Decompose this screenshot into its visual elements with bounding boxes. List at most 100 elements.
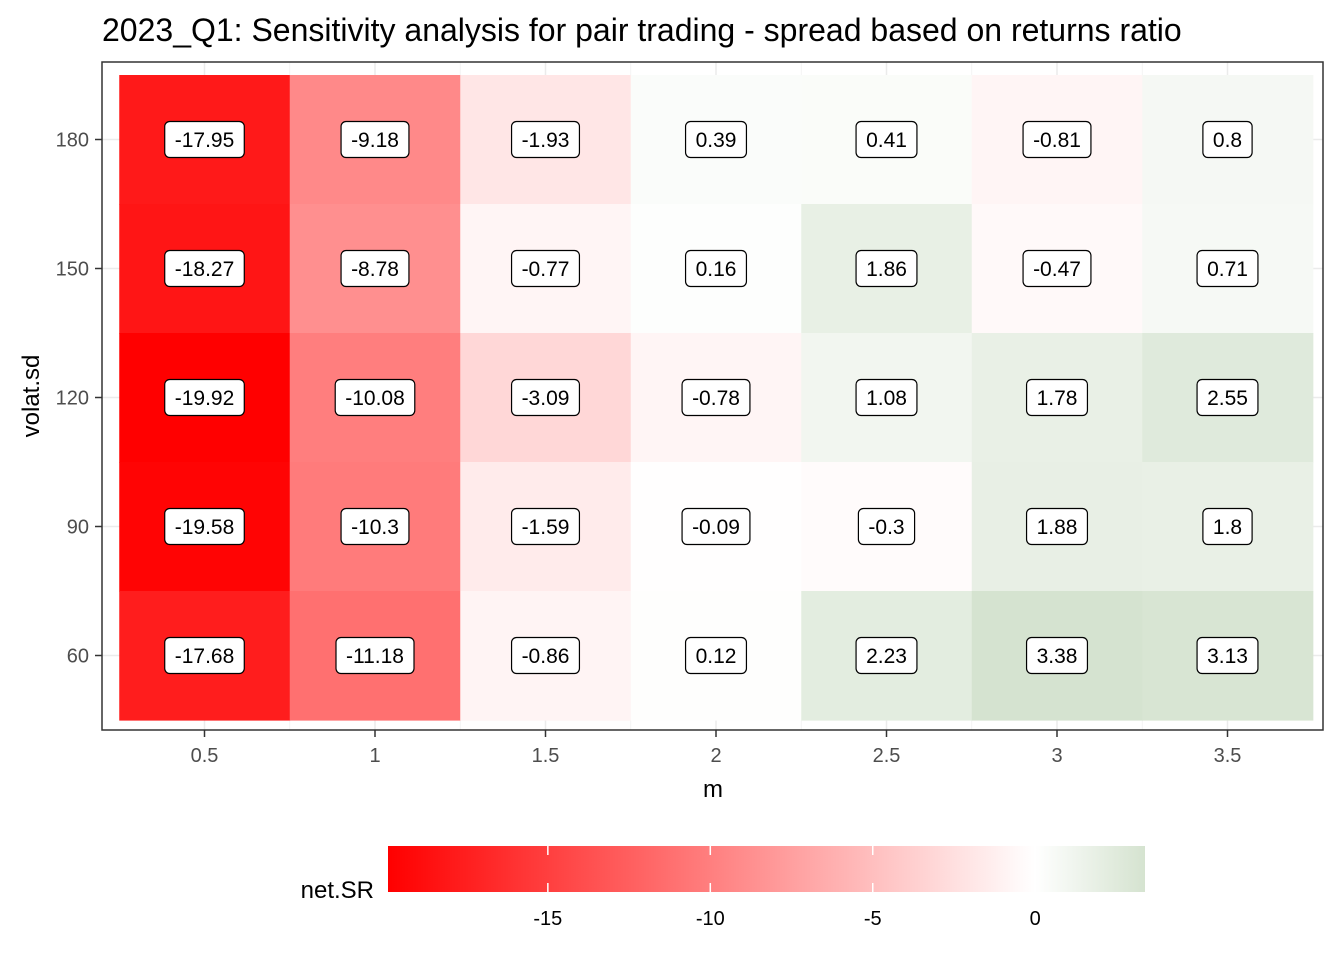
cell-labels: -17.95 -9.18 -1.93 0.39 0.41 -0.81 0.8 -18.27 -8… xyxy=(164,120,1259,675)
legend-colorbar xyxy=(388,846,1145,892)
x-axis-title: m xyxy=(703,776,723,803)
label-box xyxy=(681,378,751,417)
cell-label-box: 0.12 xyxy=(684,636,748,675)
y-tick-label: 120 xyxy=(56,388,89,410)
cell-label-box: -10.08 xyxy=(334,378,416,417)
label-box xyxy=(340,120,410,159)
label-box xyxy=(1025,507,1089,546)
x-tick-label: 0.5 xyxy=(191,745,219,767)
cell-value-label: -11.18 xyxy=(346,645,404,668)
cell-label-box: 3.13 xyxy=(1196,636,1259,675)
cell-label-box: -19.58 xyxy=(164,507,245,546)
label-box xyxy=(510,249,581,288)
y-tick-label: 150 xyxy=(56,259,89,281)
y-tick-label: 60 xyxy=(67,646,89,668)
x-tick-label: 1.5 xyxy=(532,745,560,767)
cell-label-box: -9.18 xyxy=(340,120,410,159)
x-axis-ticks: 0.5 1 1.5 2 2.5 3 3.5 xyxy=(191,730,1242,767)
label-box xyxy=(164,378,245,417)
cell-value-label: -10.3 xyxy=(351,516,399,539)
cell-label-box: 2.23 xyxy=(855,636,918,675)
label-box xyxy=(510,378,581,417)
label-box xyxy=(335,636,415,675)
label-box xyxy=(340,507,410,546)
cell-value-label: 2.23 xyxy=(866,645,907,668)
cell-label-box: -18.27 xyxy=(164,249,245,288)
cell-value-label: -19.58 xyxy=(175,516,235,539)
cell-value-label: -18.27 xyxy=(175,258,235,281)
label-box xyxy=(1022,249,1092,288)
cell-value-label: 1.86 xyxy=(866,258,907,281)
label-box xyxy=(684,120,748,159)
cell-label-box: 0.71 xyxy=(1196,249,1259,288)
cell-value-label: -3.09 xyxy=(522,387,570,410)
cell-label-box: 0.16 xyxy=(684,249,748,288)
cell-label-box: -17.95 xyxy=(164,120,245,159)
cell-label-box: -0.81 xyxy=(1022,120,1092,159)
cell-value-label: 0.8 xyxy=(1213,129,1242,152)
cell-label-box: -0.77 xyxy=(510,249,581,288)
cell-label-box: 0.8 xyxy=(1202,120,1253,159)
cell-label-box: -1.93 xyxy=(510,120,581,159)
label-box xyxy=(855,120,918,159)
label-box xyxy=(334,378,416,417)
cell-value-label: -1.93 xyxy=(522,129,570,152)
legend-title: net.SR xyxy=(301,877,374,904)
legend-tick-label: -10 xyxy=(696,908,725,930)
cell-value-label: 3.38 xyxy=(1037,645,1078,668)
label-box xyxy=(164,120,245,159)
cell-label-box: -17.68 xyxy=(164,636,245,675)
cell-value-label: -0.09 xyxy=(692,516,740,539)
cell-value-label: 2.55 xyxy=(1207,387,1248,410)
cell-value-label: 0.12 xyxy=(696,645,737,668)
label-box xyxy=(1202,507,1253,546)
label-box xyxy=(340,249,410,288)
cell-label-box: -1.59 xyxy=(510,507,581,546)
x-tick-label: 2.5 xyxy=(873,745,901,767)
label-box xyxy=(1025,378,1089,417)
cell-value-label: -0.81 xyxy=(1033,129,1081,152)
label-box xyxy=(684,249,748,288)
cell-value-label: -17.95 xyxy=(175,129,235,152)
label-box xyxy=(855,636,918,675)
cell-label-box: -0.47 xyxy=(1022,249,1092,288)
label-box xyxy=(1202,120,1253,159)
cell-label-box: -19.92 xyxy=(164,378,245,417)
label-box xyxy=(164,507,245,546)
cell-label-box: -11.18 xyxy=(335,636,415,675)
cell-label-box: 1.78 xyxy=(1025,378,1089,417)
cell-value-label: 3.13 xyxy=(1207,645,1248,668)
legend-ticks: -15 -10 -5 0 xyxy=(533,846,1041,930)
cell-label-box: 1.86 xyxy=(855,249,918,288)
x-tick-label: 3.5 xyxy=(1214,745,1242,767)
label-box xyxy=(510,636,581,675)
legend-tick-label: -15 xyxy=(533,908,562,930)
cell-value-label: -9.18 xyxy=(351,129,399,152)
cell-label-box: 1.88 xyxy=(1025,507,1089,546)
label-box xyxy=(1025,636,1089,675)
cell-label-box: 1.08 xyxy=(855,378,918,417)
label-box xyxy=(855,378,918,417)
cell-value-label: -19.92 xyxy=(175,387,235,410)
cell-label-box: -0.3 xyxy=(857,507,916,546)
label-box xyxy=(1196,249,1259,288)
cell-label-box: -8.78 xyxy=(340,249,410,288)
label-box xyxy=(1196,378,1259,417)
cell-value-label: -17.68 xyxy=(175,645,235,668)
cell-value-label: -0.47 xyxy=(1033,258,1081,281)
cell-value-label: 0.71 xyxy=(1207,258,1248,281)
y-axis-title: volat.sd xyxy=(18,355,45,438)
label-box xyxy=(855,249,918,288)
label-box xyxy=(681,507,751,546)
label-box xyxy=(1022,120,1092,159)
heatmap-cells xyxy=(119,75,1314,721)
cell-value-label: 1.08 xyxy=(866,387,907,410)
cell-value-label: 0.39 xyxy=(696,129,737,152)
cell-value-label: 1.8 xyxy=(1213,516,1242,539)
y-tick-label: 90 xyxy=(67,517,89,539)
label-box xyxy=(1196,636,1259,675)
cell-value-label: -0.77 xyxy=(522,258,570,281)
cell-label-box: 1.8 xyxy=(1202,507,1253,546)
label-box xyxy=(164,636,245,675)
